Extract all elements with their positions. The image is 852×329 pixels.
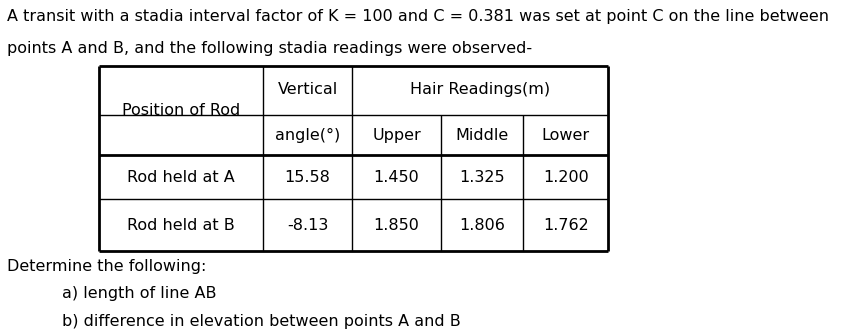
Text: Middle: Middle bbox=[455, 128, 509, 142]
Text: -8.13: -8.13 bbox=[287, 218, 328, 233]
Text: 1.325: 1.325 bbox=[459, 170, 505, 185]
Text: Lower: Lower bbox=[542, 128, 590, 142]
Text: points A and B, and the following stadia readings were observed-: points A and B, and the following stadia… bbox=[7, 41, 532, 56]
Text: Rod held at A: Rod held at A bbox=[127, 170, 235, 185]
Text: Vertical: Vertical bbox=[278, 82, 337, 97]
Text: 1.762: 1.762 bbox=[543, 218, 589, 233]
Text: A transit with a stadia interval factor of K = 100 and C = 0.381 was set at poin: A transit with a stadia interval factor … bbox=[7, 10, 829, 24]
Text: 1.200: 1.200 bbox=[543, 170, 589, 185]
Text: Hair Readings(m): Hair Readings(m) bbox=[410, 82, 550, 97]
Text: angle(°): angle(°) bbox=[275, 128, 340, 142]
Text: 1.806: 1.806 bbox=[459, 218, 505, 233]
Text: Rod held at B: Rod held at B bbox=[127, 218, 235, 233]
Text: Upper: Upper bbox=[372, 128, 421, 142]
Text: b) difference in elevation between points A and B: b) difference in elevation between point… bbox=[61, 314, 460, 329]
Text: Determine the following:: Determine the following: bbox=[7, 259, 206, 274]
Text: 1.450: 1.450 bbox=[374, 170, 419, 185]
Text: Position of Rod: Position of Rod bbox=[122, 103, 240, 118]
Text: 15.58: 15.58 bbox=[285, 170, 331, 185]
Text: 1.850: 1.850 bbox=[374, 218, 419, 233]
Text: a) length of line AB: a) length of line AB bbox=[61, 286, 216, 301]
